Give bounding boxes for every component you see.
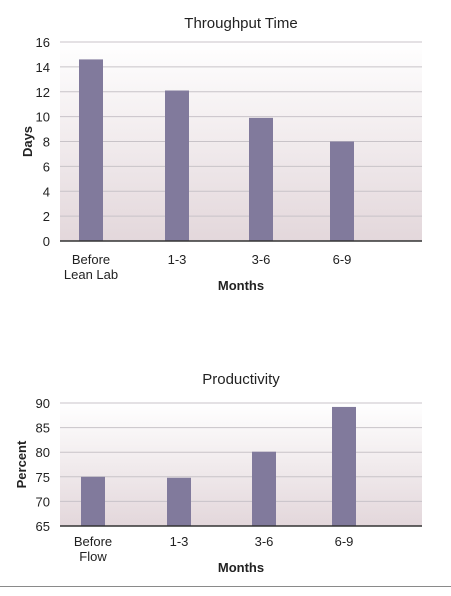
x-tick-label-line: 1-3: [170, 534, 189, 549]
y-tick-label: 12: [36, 85, 50, 100]
x-axis-label: Months: [218, 560, 264, 575]
y-tick-label: 14: [36, 60, 50, 75]
chart-title: Throughput Time: [184, 15, 297, 32]
chart-title: Productivity: [202, 371, 280, 388]
bar: [79, 59, 103, 241]
chart-2: 65 70 75 80 85 90 Before Flow 1-3 3-6 6-9 Productiv…: [14, 371, 422, 575]
x-tick-label: 1-3: [170, 534, 189, 549]
y-tick-label: 2: [43, 209, 50, 224]
x-tick-label: 3-6: [252, 252, 271, 267]
x-tick-label: Before Lean Lab: [64, 252, 118, 282]
x-tick-label: 3-6: [255, 534, 274, 549]
bar: [330, 141, 354, 241]
x-tick-label: 6-9: [335, 534, 354, 549]
y-tick-label: 16: [36, 35, 50, 50]
y-tick-label: 8: [43, 135, 50, 150]
y-tick-label: 90: [36, 396, 50, 411]
plot-background: [60, 403, 422, 526]
bar: [249, 117, 273, 241]
y-tick-label: 70: [36, 494, 50, 509]
x-tick-label-line: Before: [72, 252, 110, 267]
y-tick-label: 75: [36, 470, 50, 485]
bar: [332, 406, 356, 526]
y-tick-label: 6: [43, 159, 50, 174]
y-axis-label: Percent: [14, 440, 29, 488]
bar: [167, 477, 191, 526]
y-axis-label: Days: [20, 126, 35, 157]
chart-1: 0 2 4 6 8 10 12 14 16 Before Lean Lab 1-3 3-6 6-9 Thro…: [20, 15, 422, 293]
x-tick-label: 1-3: [168, 252, 187, 267]
x-tick-label-line: Before: [74, 534, 112, 549]
y-tick-label: 65: [36, 519, 50, 534]
x-tick-label-line: 6-9: [333, 252, 352, 267]
y-tick-label: 0: [43, 234, 50, 249]
y-tick-label: 10: [36, 110, 50, 125]
bottom-divider: [0, 586, 451, 587]
x-tick-label-line: Lean Lab: [64, 267, 118, 282]
x-tick-label-line: 1-3: [168, 252, 187, 267]
bar: [252, 451, 276, 526]
x-tick-label-line: 3-6: [255, 534, 274, 549]
x-tick-label: Before Flow: [74, 534, 112, 564]
y-tick-label: 4: [43, 184, 50, 199]
x-tick-label-line: 6-9: [335, 534, 354, 549]
y-tick-label: 85: [36, 421, 50, 436]
x-tick-label-line: Flow: [79, 549, 107, 564]
x-axis-label: Months: [218, 278, 264, 293]
x-tick-label-line: 3-6: [252, 252, 271, 267]
y-tick-label: 80: [36, 445, 50, 460]
x-tick-label: 6-9: [333, 252, 352, 267]
bar: [81, 476, 105, 526]
bar: [165, 90, 189, 241]
